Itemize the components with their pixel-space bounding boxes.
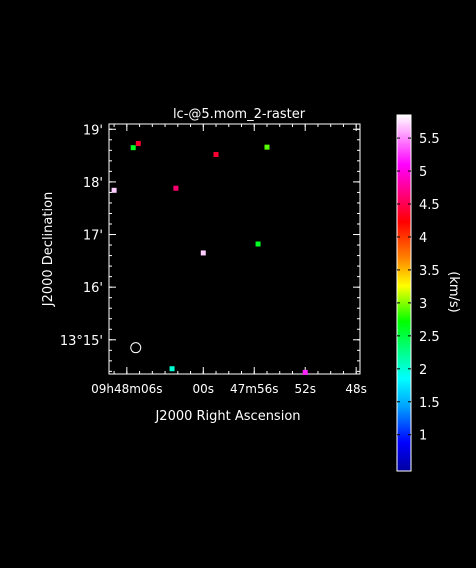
x-tick-label: 47m56s [230, 382, 278, 396]
data-point [169, 366, 175, 372]
y-tick-label: 17' [83, 229, 103, 244]
data-point [302, 369, 308, 375]
colorbar-tick-label: 4.5 [419, 198, 440, 213]
y-tick-labels: 19' 18' 17' 16' 13°15' [60, 123, 103, 349]
data-points [111, 140, 308, 375]
y-tick-label: 18' [83, 176, 103, 191]
y-tick-label: 13°15' [60, 334, 103, 349]
y-tick-label: 19' [83, 123, 103, 138]
data-point [173, 185, 179, 191]
y-axis-label: J2000 Declination [41, 192, 56, 308]
x-tick-label: 52s [294, 382, 316, 396]
beam-ellipse [130, 342, 142, 354]
data-point [255, 241, 261, 247]
data-point [130, 145, 136, 151]
colorbar-tick-label: 2 [419, 363, 427, 378]
colorbar-tick-label: 1.5 [419, 396, 440, 411]
chart-title: lc-@5.mom_2-raster [173, 107, 306, 122]
colorbar-tick-label: 4 [419, 231, 427, 246]
x-tick-label: 48s [345, 382, 367, 396]
plot-frame [108, 123, 361, 375]
axis-ticks [109, 124, 360, 374]
y-tick-label: 16' [83, 281, 103, 296]
x-tick-label: 09h48m06s [91, 382, 162, 396]
data-point [264, 144, 270, 150]
colorbar-label: (km/s) [446, 271, 461, 313]
colorbar-ticks: 1 1.5 2 2.5 3 3.5 4 4.5 5 5.5 [397, 132, 440, 444]
colorbar-tick-label: 3 [419, 297, 427, 312]
colorbar-tick-label: 2.5 [419, 330, 440, 345]
colorbar [396, 114, 412, 472]
data-point [111, 187, 117, 193]
x-tick-label: 00s [193, 382, 215, 396]
colorbar-tick-label: 5.5 [419, 132, 440, 147]
colorbar-tick-label: 5 [419, 165, 427, 180]
x-tick-labels: 09h48m06s 00s 47m56s 52s 48s [91, 382, 367, 396]
colorbar-tick-label: 3.5 [419, 264, 440, 279]
data-point [200, 250, 206, 256]
data-point [213, 152, 219, 158]
x-axis-label: J2000 Right Ascension [154, 409, 300, 424]
data-point [135, 140, 141, 146]
colorbar-tick-label: 1 [419, 429, 427, 444]
